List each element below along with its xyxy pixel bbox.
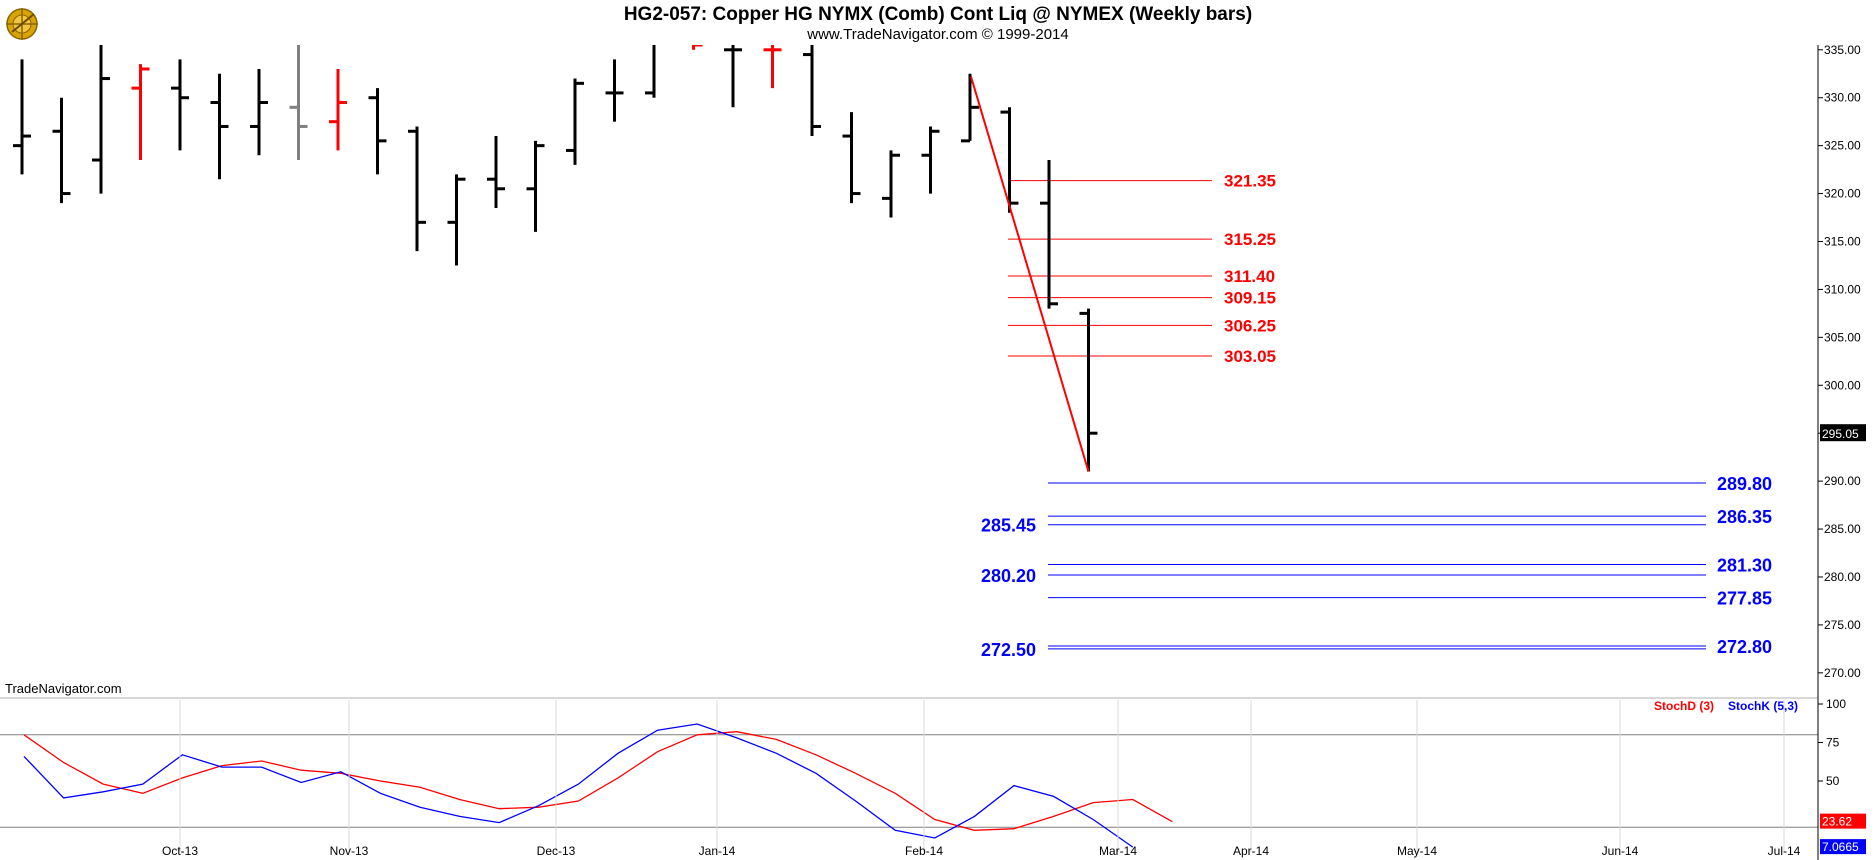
watermark-text: TradeNavigator.com bbox=[5, 681, 122, 696]
chart-header: HG2-057: Copper HG NYMX (Comb) Cont Liq … bbox=[0, 0, 1876, 45]
x-tick-label: May-14 bbox=[1397, 844, 1437, 858]
y-tick-label: 315.00 bbox=[1824, 234, 1861, 248]
y-tick-label: 305.00 bbox=[1824, 330, 1861, 344]
ohlc-bar bbox=[13, 59, 31, 175]
ohlc-bar bbox=[329, 68, 347, 151]
ohlc-bar bbox=[842, 112, 861, 204]
ohlc-bar bbox=[566, 78, 584, 165]
y-tick-label: 300.00 bbox=[1824, 378, 1861, 392]
y-tick-label: 290.00 bbox=[1824, 474, 1861, 488]
price-panel: 321.35 315.25 311.40 309.15 306.25 303.05 289.… bbox=[13, 45, 1772, 660]
tradenavigator-logo-icon bbox=[2, 2, 44, 42]
fib-label-blue-left: 285.45 bbox=[981, 516, 1036, 536]
x-tick-label: Jul-14 bbox=[1768, 844, 1801, 858]
ohlc-bars bbox=[13, 45, 1098, 472]
y-tick-label: 310.00 bbox=[1824, 282, 1861, 296]
ohlc-bar bbox=[171, 59, 189, 151]
x-tick-label: Feb-14 bbox=[905, 844, 943, 858]
ohlc-bar bbox=[447, 174, 466, 266]
fib-label-blue-left: 272.50 bbox=[981, 640, 1036, 660]
stoch-d-line bbox=[23, 731, 1173, 831]
fib-label-blue-left: 280.20 bbox=[981, 566, 1036, 586]
stoch-k-line bbox=[23, 723, 1134, 848]
stoch-k-last-value: 7.0665 bbox=[1822, 840, 1859, 854]
x-tick-label: Apr-14 bbox=[1233, 844, 1269, 858]
y-tick-label: 325.00 bbox=[1824, 139, 1861, 153]
ohlc-bar bbox=[250, 68, 268, 156]
stoch-y-tick-label: 75 bbox=[1826, 736, 1840, 750]
y-tick-label: 320.00 bbox=[1824, 187, 1861, 201]
ohlc-bar bbox=[210, 73, 229, 180]
x-tick-label: Mar-14 bbox=[1099, 844, 1137, 858]
ohlc-bar bbox=[921, 126, 940, 194]
chart-title: HG2-057: Copper HG NYMX (Comb) Cont Liq … bbox=[623, 4, 1253, 25]
y-tick-label: 335.00 bbox=[1824, 43, 1861, 57]
ohlc-bar bbox=[763, 45, 782, 89]
ohlc-bar bbox=[289, 45, 308, 161]
axes: Oct-13 Nov-13 Dec-13 Jan-14 Feb-14 Mar-14 Apr-… bbox=[0, 43, 1866, 860]
x-tick-label: Dec-13 bbox=[537, 844, 576, 858]
fib-label-blue-right: 286.35 bbox=[1717, 507, 1772, 527]
y-tick-label: 280.00 bbox=[1824, 570, 1861, 584]
stoch-d-last-value: 23.62 bbox=[1822, 815, 1852, 829]
ohlc-bar bbox=[526, 140, 545, 232]
ohlc-bar bbox=[605, 59, 624, 122]
ohlc-bar bbox=[92, 45, 110, 194]
fib-label-red: 303.05 bbox=[1224, 347, 1276, 366]
ohlc-bar bbox=[724, 45, 742, 108]
x-tick-label: Nov-13 bbox=[330, 844, 369, 858]
ohlc-bar bbox=[52, 97, 71, 204]
copyright-text: www.TradeNavigator.com © 1999-2014 bbox=[807, 26, 1069, 43]
last-price-label: 295.05 bbox=[1822, 427, 1859, 441]
ohlc-bar bbox=[1000, 107, 1019, 213]
x-tick-label: Jun-14 bbox=[1602, 844, 1639, 858]
fib-label-blue-right: 289.80 bbox=[1717, 474, 1772, 494]
stoch-d-badge bbox=[1820, 813, 1866, 829]
ohlc-bar bbox=[692, 45, 703, 50]
stoch-y-tick-label: 100 bbox=[1826, 697, 1846, 711]
x-tick-label: Oct-13 bbox=[162, 844, 198, 858]
fib-label-red: 309.15 bbox=[1224, 289, 1276, 308]
legend-stoch-d: StochD (3) bbox=[1654, 699, 1714, 713]
ohlc-bar bbox=[803, 45, 821, 137]
ohlc-bar bbox=[368, 88, 387, 175]
fib-label-red: 315.25 bbox=[1224, 230, 1276, 249]
ohlc-bar bbox=[645, 45, 656, 98]
ohlc-bar bbox=[1040, 160, 1058, 309]
y-tick-label: 275.00 bbox=[1824, 618, 1861, 632]
ohlc-bar bbox=[131, 64, 150, 161]
ohlc-bar bbox=[961, 73, 979, 143]
stoch-y-tick-label: 50 bbox=[1826, 774, 1840, 788]
fib-label-blue-right: 281.30 bbox=[1717, 556, 1772, 576]
fib-label-red: 311.40 bbox=[1224, 267, 1275, 286]
y-tick-label: 285.00 bbox=[1824, 522, 1861, 536]
x-tick-label: Jan-14 bbox=[699, 844, 736, 858]
ohlc-bar bbox=[408, 126, 426, 252]
trendline bbox=[970, 76, 1090, 472]
ohlc-bar bbox=[1079, 308, 1098, 472]
fib-label-red: 306.25 bbox=[1224, 316, 1276, 335]
y-tick-label: 270.00 bbox=[1824, 666, 1861, 680]
stoch-k-badge bbox=[1820, 839, 1866, 855]
y-tick-label: 330.00 bbox=[1824, 91, 1861, 105]
fib-label-red: 321.35 bbox=[1224, 172, 1276, 191]
last-price-badge bbox=[1820, 424, 1866, 442]
ohlc-bar bbox=[882, 150, 900, 218]
ohlc-bar bbox=[487, 136, 505, 208]
legend-stoch-k: StochK (5,3) bbox=[1728, 699, 1798, 713]
fib-label-blue-right: 277.85 bbox=[1717, 589, 1772, 609]
stochastic-panel: StochD (3) StochK (5,3) bbox=[0, 699, 1818, 848]
fib-label-blue-right: 272.80 bbox=[1717, 637, 1772, 657]
